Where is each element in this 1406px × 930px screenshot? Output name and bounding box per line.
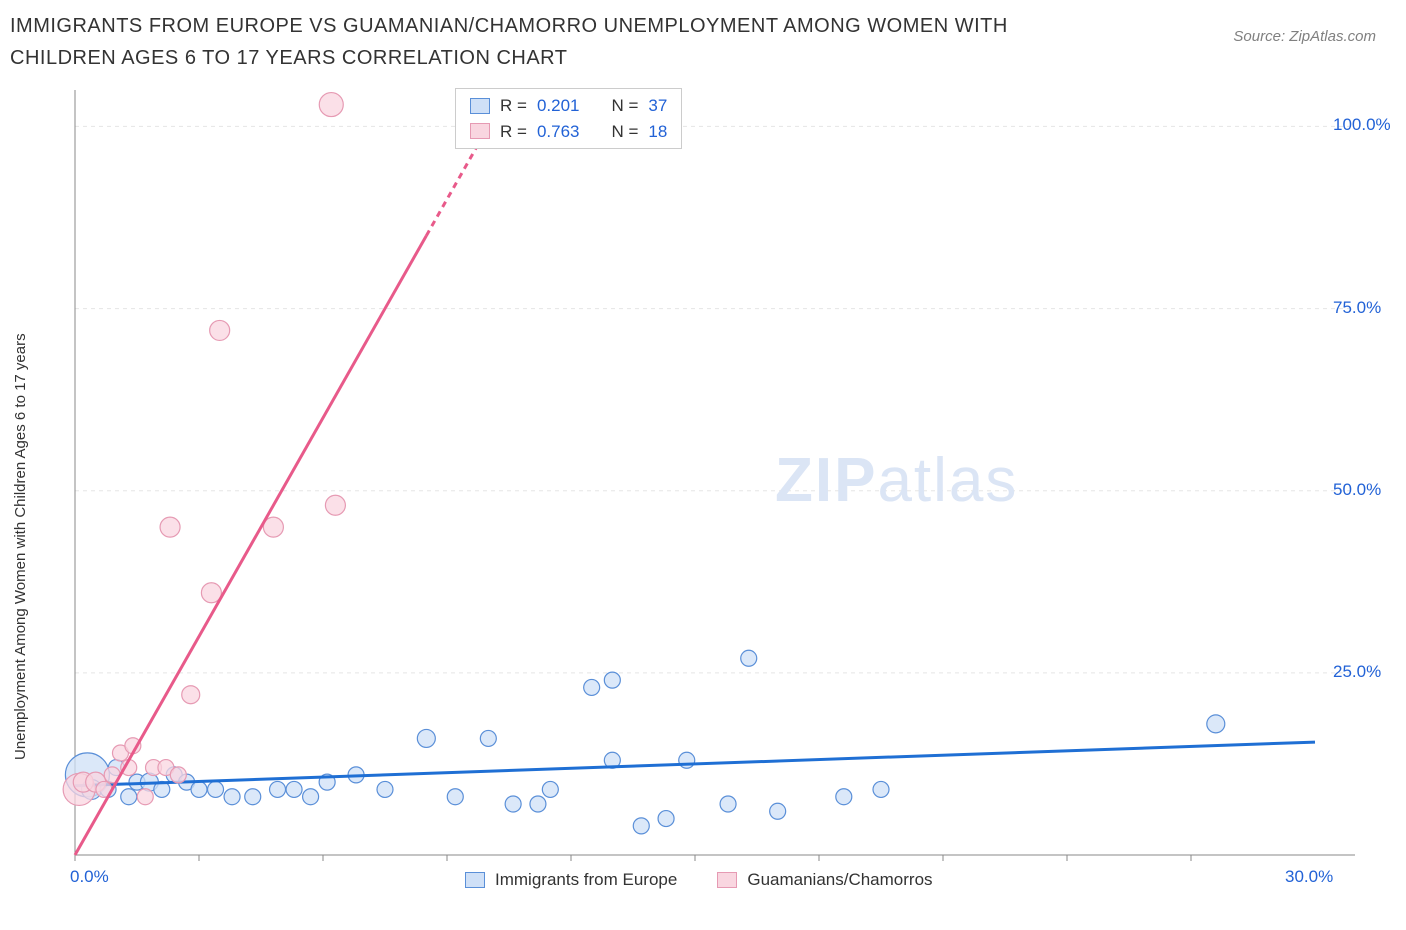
legend-label: Guamanians/Chamorros [747,870,932,890]
chart-title: IMMIGRANTS FROM EUROPE VS GUAMANIAN/CHAM… [10,10,1060,74]
r-value: 0.201 [537,93,580,119]
n-label: N = [611,93,638,119]
n-value: 37 [648,93,667,119]
y-tick-label: 25.0% [1333,662,1381,682]
stats-box: R = 0.201 N = 37 R = 0.763 N = 18 [455,88,682,149]
chart-container: IMMIGRANTS FROM EUROPE VS GUAMANIAN/CHAM… [0,0,1406,930]
y-tick-label: 50.0% [1333,480,1381,500]
series-swatch [717,872,737,888]
r-value: 0.763 [537,119,580,145]
plot-svg [55,85,1375,875]
legend-label: Immigrants from Europe [495,870,677,890]
series-swatch [470,123,490,139]
n-label: N = [611,119,638,145]
source-credit: Source: ZipAtlas.com [1233,28,1376,45]
y-axis-label: Unemployment Among Women with Children A… [12,333,29,760]
stats-row: R = 0.763 N = 18 [470,119,667,145]
legend: Immigrants from Europe Guamanians/Chamorr… [465,870,933,890]
y-tick-label: 75.0% [1333,298,1381,318]
series-swatch [470,98,490,114]
legend-item: Guamanians/Chamorros [717,870,932,890]
y-tick-label: 100.0% [1333,115,1391,135]
x-tick-label: 0.0% [70,867,109,887]
n-value: 18 [648,119,667,145]
series-swatch [465,872,485,888]
stats-row: R = 0.201 N = 37 [470,93,667,119]
plot-area [55,85,1375,875]
legend-item: Immigrants from Europe [465,870,677,890]
header-row: IMMIGRANTS FROM EUROPE VS GUAMANIAN/CHAM… [0,0,1406,74]
source-label: Source: [1233,28,1285,45]
x-tick-label: 30.0% [1285,867,1333,887]
r-label: R = [500,119,527,145]
r-label: R = [500,93,527,119]
source-value: ZipAtlas.com [1289,28,1376,45]
